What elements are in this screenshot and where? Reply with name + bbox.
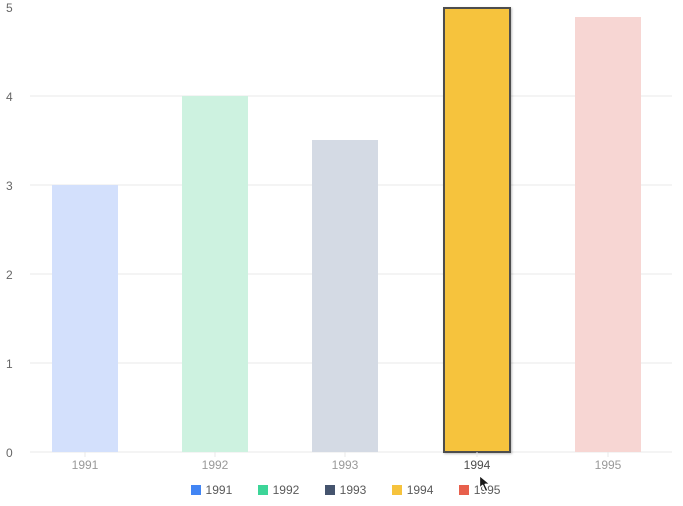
svg-text:3: 3 (6, 179, 13, 193)
svg-text:4: 4 (6, 90, 13, 104)
svg-text:2: 2 (6, 268, 13, 282)
svg-text:1991: 1991 (72, 458, 99, 472)
svg-text:5: 5 (6, 1, 13, 15)
svg-text:1: 1 (6, 357, 13, 371)
svg-text:1995: 1995 (595, 458, 622, 472)
svg-text:1993: 1993 (332, 458, 359, 472)
svg-text:1994: 1994 (464, 458, 491, 472)
svg-text:1992: 1992 (202, 458, 229, 472)
svg-text:0: 0 (6, 446, 13, 460)
